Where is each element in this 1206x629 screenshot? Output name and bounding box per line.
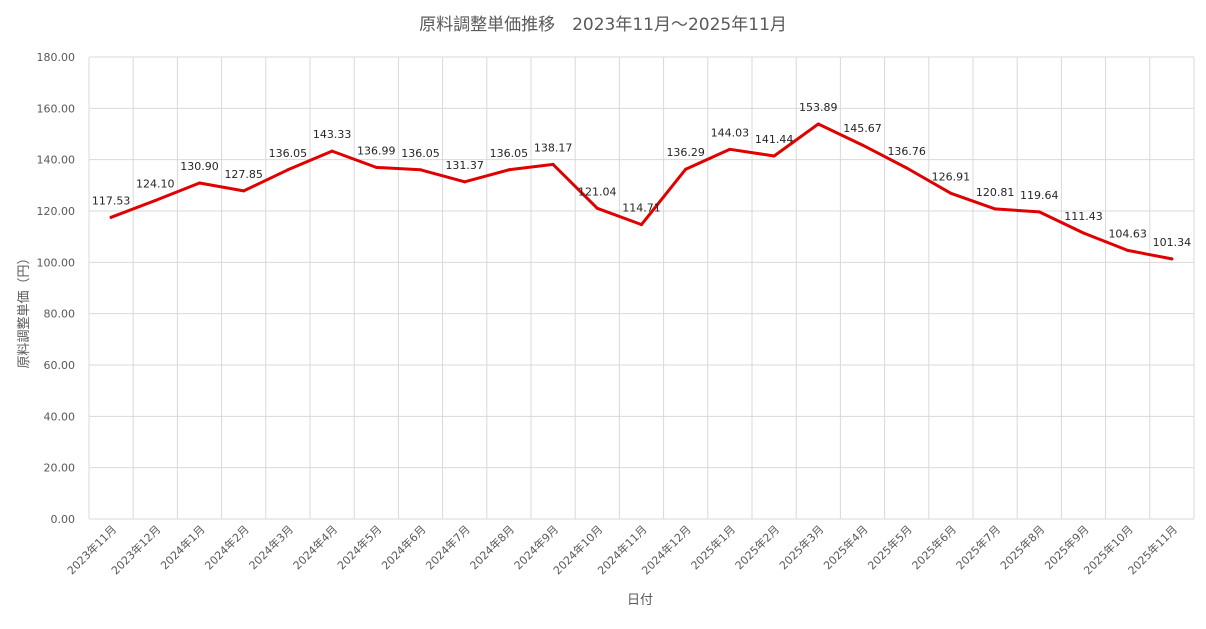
- x-tick-label: 2024年3月: [246, 522, 296, 572]
- data-label: 114.71: [622, 202, 661, 215]
- data-point: [1082, 231, 1085, 235]
- data-point: [507, 168, 511, 172]
- y-tick-label: 60.00: [44, 359, 76, 372]
- data-label: 136.05: [490, 147, 529, 160]
- data-label: 130.90: [180, 160, 219, 173]
- data-label: 136.05: [269, 147, 308, 160]
- x-tick-label: 2024年6月: [378, 522, 428, 572]
- y-tick-label: 40.00: [44, 410, 76, 423]
- data-point: [551, 162, 555, 166]
- x-tick-label: 2024年7月: [423, 522, 473, 572]
- y-tick-label: 0.00: [51, 513, 76, 526]
- data-point: [949, 191, 953, 195]
- data-label: 101.34: [1153, 236, 1192, 249]
- data-point: [772, 154, 776, 158]
- data-labels: 117.53 124.10 130.90 127.85 136.05 143.33 136.…: [92, 101, 1191, 249]
- data-label: 126.91: [932, 170, 971, 183]
- data-point: [109, 215, 113, 219]
- x-axis-label: 日付: [627, 593, 653, 608]
- x-tick-label: 2025年5月: [865, 522, 915, 572]
- data-point: [330, 149, 334, 153]
- data-point: [684, 167, 688, 171]
- x-tick-label: 2024年4月: [290, 522, 340, 572]
- data-label: 117.53: [92, 194, 131, 207]
- y-tick-label: 80.00: [44, 308, 76, 321]
- series-line: [109, 122, 1174, 261]
- data-point: [153, 198, 157, 202]
- data-point: [905, 166, 909, 170]
- data-label: 153.89: [799, 101, 838, 114]
- data-label: 143.33: [313, 128, 352, 141]
- chart-title: 原料調整単価推移 2023年11月～2025年11月: [419, 15, 787, 35]
- data-point: [242, 189, 246, 193]
- x-tick-label: 2024年1月: [157, 522, 207, 572]
- data-point: [374, 165, 378, 169]
- data-point: [286, 168, 290, 172]
- data-point: [419, 168, 422, 172]
- data-label: 124.10: [136, 177, 175, 190]
- x-tick-label: 2024年2月: [202, 522, 252, 572]
- x-axis-ticks: 2023年11月2023年12月2024年1月2024年2月2024年3月202…: [64, 522, 1180, 577]
- x-tick-label: 2025年8月: [997, 522, 1047, 572]
- x-tick-label: 2024年5月: [334, 522, 384, 572]
- y-tick-label: 140.00: [37, 154, 76, 167]
- data-point: [595, 206, 599, 210]
- data-point: [1037, 210, 1041, 214]
- data-point: [198, 181, 201, 185]
- y-axis-label: 原料調整単価（円）: [16, 251, 32, 368]
- data-point: [728, 147, 732, 151]
- y-tick-label: 20.00: [44, 462, 76, 475]
- data-point: [861, 143, 864, 147]
- y-tick-label: 160.00: [37, 102, 76, 115]
- data-label: 145.67: [843, 122, 882, 135]
- data-point: [640, 223, 643, 227]
- x-tick-label: 2025年3月: [776, 522, 826, 572]
- data-point: [1126, 248, 1130, 252]
- x-tick-label: 2025年7月: [953, 522, 1003, 572]
- data-label: 136.99: [357, 144, 396, 157]
- data-label: 119.64: [1020, 189, 1059, 202]
- x-tick-label: 2024年8月: [467, 522, 517, 572]
- data-label: 144.03: [711, 126, 750, 139]
- data-point: [816, 122, 820, 126]
- y-tick-label: 180.00: [37, 51, 76, 64]
- data-label: 120.81: [976, 186, 1015, 199]
- data-point: [463, 180, 467, 184]
- x-tick-label: 2025年2月: [732, 522, 782, 572]
- x-tick-label: 2025年1月: [688, 522, 738, 572]
- data-label: 131.37: [445, 159, 484, 172]
- x-tick-label: 2025年6月: [909, 522, 959, 572]
- data-label: 127.85: [224, 168, 263, 181]
- y-tick-label: 120.00: [37, 205, 76, 218]
- data-label: 141.44: [755, 133, 794, 146]
- data-label: 136.05: [401, 147, 440, 160]
- gridlines: [88, 56, 1195, 520]
- y-axis-ticks: 0.00 20.00 40.00 60.00 80.00 100.00 120.00 140.…: [37, 51, 76, 526]
- data-label: 136.76: [887, 145, 926, 158]
- data-label: 111.43: [1064, 210, 1103, 223]
- data-label: 121.04: [578, 185, 617, 198]
- data-point: [1170, 257, 1174, 261]
- x-tick-label: 2025年4月: [820, 522, 870, 572]
- data-label: 138.17: [534, 141, 573, 154]
- data-point: [993, 207, 997, 211]
- data-label: 136.29: [666, 146, 705, 159]
- data-label: 104.63: [1108, 227, 1147, 240]
- y-tick-label: 100.00: [37, 256, 76, 269]
